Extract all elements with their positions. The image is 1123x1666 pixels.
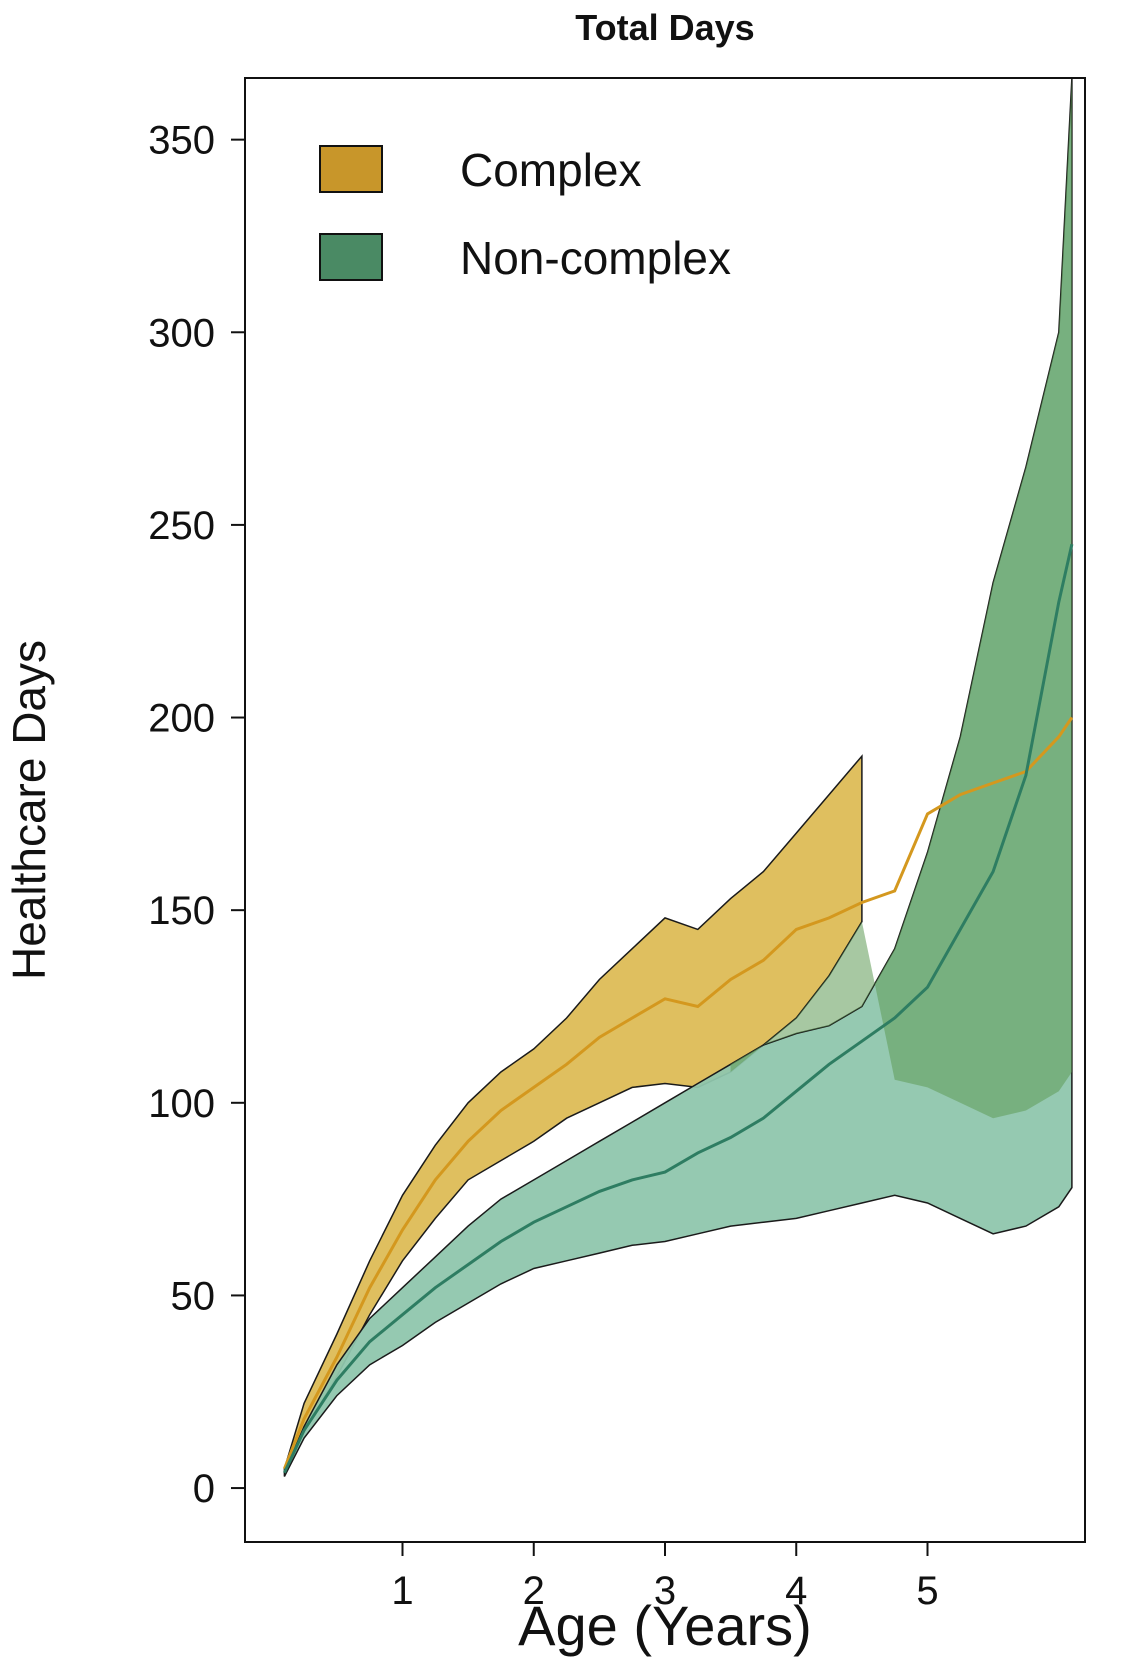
x-tick-label: 2	[523, 1569, 545, 1613]
x-tick-label: 5	[916, 1569, 938, 1613]
band-layer	[283, 77, 1073, 1477]
y-tick-label: 100	[148, 1082, 215, 1126]
y-tick-label: 150	[148, 889, 215, 933]
axes-layer: 0 50 100 150 200 250 300 350 1 2 3 4 5	[148, 119, 938, 1613]
legend-label-non-complex: Non-complex	[460, 232, 731, 284]
x-tick-label: 1	[391, 1569, 413, 1613]
legend-label-complex: Complex	[460, 144, 642, 196]
mean-line-non-complex	[283, 543, 1074, 1474]
legend: Complex Non-complex	[319, 144, 731, 284]
x-tick-label: 3	[654, 1569, 676, 1613]
legend-swatch-complex	[319, 145, 383, 193]
y-tick-label: 200	[148, 697, 215, 741]
y-tick-label: 0	[193, 1467, 215, 1511]
y-axis-title: Healthcare Days	[3, 640, 55, 980]
y-tick-label: 250	[148, 504, 215, 548]
y-tick-label: 350	[148, 119, 215, 163]
y-tick-label: 300	[148, 311, 215, 355]
x-tick-label: 4	[785, 1569, 807, 1613]
x-axis-title: Age (Years)	[518, 1594, 812, 1657]
legend-swatch-non-complex	[319, 233, 383, 281]
chart-title: Total Days	[575, 7, 754, 48]
mean-line-layer	[283, 543, 1074, 1474]
confidence-band-non-complex	[283, 77, 1073, 1477]
band-overlap-region	[730, 78, 1072, 1119]
y-tick-label: 50	[171, 1274, 216, 1318]
mean-line-complex	[283, 716, 1074, 1470]
